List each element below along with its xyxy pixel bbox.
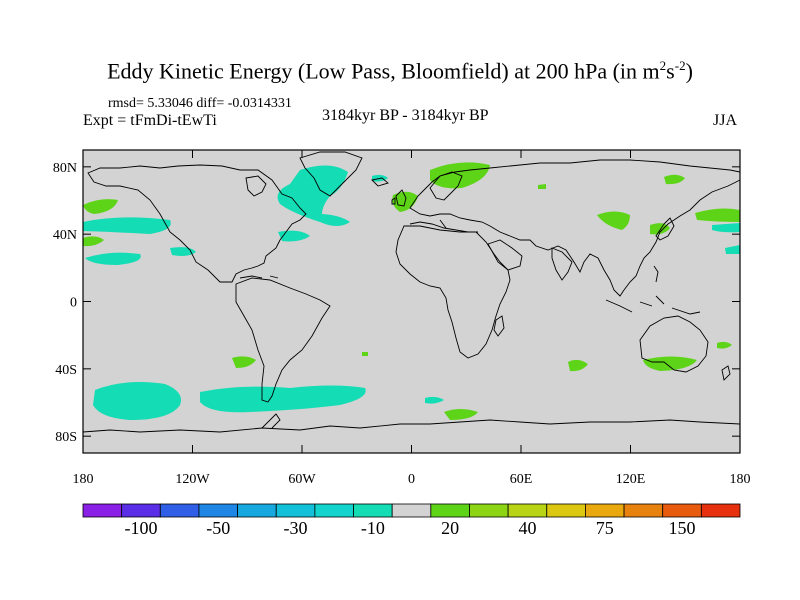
coastlines <box>83 151 740 433</box>
positive-anomaly-patch <box>650 223 670 235</box>
chart-title: Eddy Kinetic Energy (Low Pass, Bloomfiel… <box>107 58 693 84</box>
lon-tick-label: 0 <box>408 472 415 487</box>
indonesia-coast <box>605 295 701 315</box>
lat-tick-label: 80N <box>53 161 77 176</box>
colorbar-box <box>353 503 393 518</box>
south-america-coast <box>235 277 331 403</box>
colorbar-label: 40 <box>518 518 537 538</box>
lon-tick-label: 180 <box>73 472 94 487</box>
lat-tick-label: 40S <box>55 363 77 378</box>
negative-anomaly-patch <box>83 217 171 234</box>
colorbar-label: -30 <box>283 518 308 538</box>
colorbar-label: 75 <box>595 518 614 538</box>
lon-tick-label: 180 <box>730 472 751 487</box>
new-zealand-coast <box>721 365 731 381</box>
positive-anomaly-patch <box>597 211 630 230</box>
colorbar-box <box>237 503 277 518</box>
latitude-axis: 80N 40N 0 40S 80S <box>53 161 740 445</box>
negative-anomaly-patch <box>85 252 141 265</box>
japan-coast <box>655 217 675 241</box>
positive-anomaly-patch <box>444 409 478 420</box>
colorbar-box <box>469 503 509 518</box>
positive-anomaly-patch <box>83 236 104 247</box>
colorbar-box <box>314 503 354 518</box>
colorbar-label: 150 <box>668 518 696 538</box>
negative-anomaly-patch <box>425 396 444 404</box>
lat-tick-label: 40N <box>53 228 77 243</box>
rmsd-diff-label: rmsd= 5.33046 diff= -0.0314331 <box>108 96 292 111</box>
madagascar-coast <box>493 315 505 337</box>
negative-anomaly-patch <box>278 230 310 242</box>
iceland-coast <box>371 177 389 187</box>
colorbar-label: -50 <box>206 518 231 538</box>
positive-anomaly-patch <box>643 356 697 371</box>
season-label: JJA <box>713 112 738 129</box>
north-america-coast <box>87 164 307 283</box>
greenland-coast <box>299 151 363 197</box>
colorbar-box <box>275 503 316 518</box>
experiment-label: Expt = tFmDi-tEwTi <box>83 112 217 129</box>
colorbar-box <box>198 503 238 518</box>
lon-tick-label: 120E <box>616 472 646 487</box>
lon-tick-label: 60E <box>510 472 533 487</box>
negative-anomaly-patch <box>200 385 366 413</box>
positive-anomaly-patch <box>717 341 732 349</box>
period-label: 3184kyr BP - 3184kyr BP <box>322 107 489 124</box>
colorbar-box <box>585 503 625 518</box>
positive-anomaly-patch <box>538 184 546 189</box>
longitude-axis: 180 120W 60W 0 60E 120E 180 <box>73 150 751 487</box>
negative-anomaly-patch <box>712 223 740 233</box>
positive-anomaly-patch <box>83 199 118 214</box>
positive-anomaly-patch <box>232 356 256 368</box>
lat-tick-label: 0 <box>70 296 77 311</box>
colorbar-box <box>121 503 161 518</box>
negative-anomaly-patch <box>277 165 350 226</box>
colorbar-box <box>546 503 586 518</box>
positive-anomaly-patch <box>664 174 685 185</box>
colorbar-label: 20 <box>441 518 460 538</box>
colorbar-box <box>623 503 664 518</box>
colorbar <box>82 503 741 518</box>
lon-tick-label: 120W <box>175 472 210 487</box>
positive-anomaly-patch <box>695 208 740 222</box>
africa-coast <box>395 225 511 359</box>
colorbar-box <box>159 503 200 518</box>
colorbar-label: -10 <box>360 518 385 538</box>
positive-anomaly-patch <box>568 359 588 372</box>
australia-coast <box>639 315 709 373</box>
colorbar-box <box>82 503 123 518</box>
caribbean-coast <box>239 275 279 279</box>
antarctic-peninsula-coast <box>261 413 281 429</box>
antarctica-coast <box>83 419 740 433</box>
philippines-coast <box>653 265 659 283</box>
eurasia-coast <box>409 159 740 297</box>
scandinavia-coast <box>429 171 463 201</box>
negative-anomaly-patch <box>725 245 740 254</box>
colorbar-box <box>507 503 548 518</box>
colorbar-box <box>662 503 702 518</box>
lat-tick-label: 80S <box>55 430 77 445</box>
colorbar-box <box>391 503 432 518</box>
negative-anomaly-patch <box>93 382 181 420</box>
arabia-coast <box>487 239 523 271</box>
colorbar-label: -100 <box>124 518 158 538</box>
british-isles-coast <box>391 189 407 207</box>
lon-tick-label: 60W <box>288 472 316 487</box>
positive-anomaly-patch <box>362 352 368 356</box>
india-coast <box>551 247 573 281</box>
colorbar-box <box>430 503 470 518</box>
colorbar-box <box>700 503 741 518</box>
hudson-bay-coast <box>245 175 267 197</box>
